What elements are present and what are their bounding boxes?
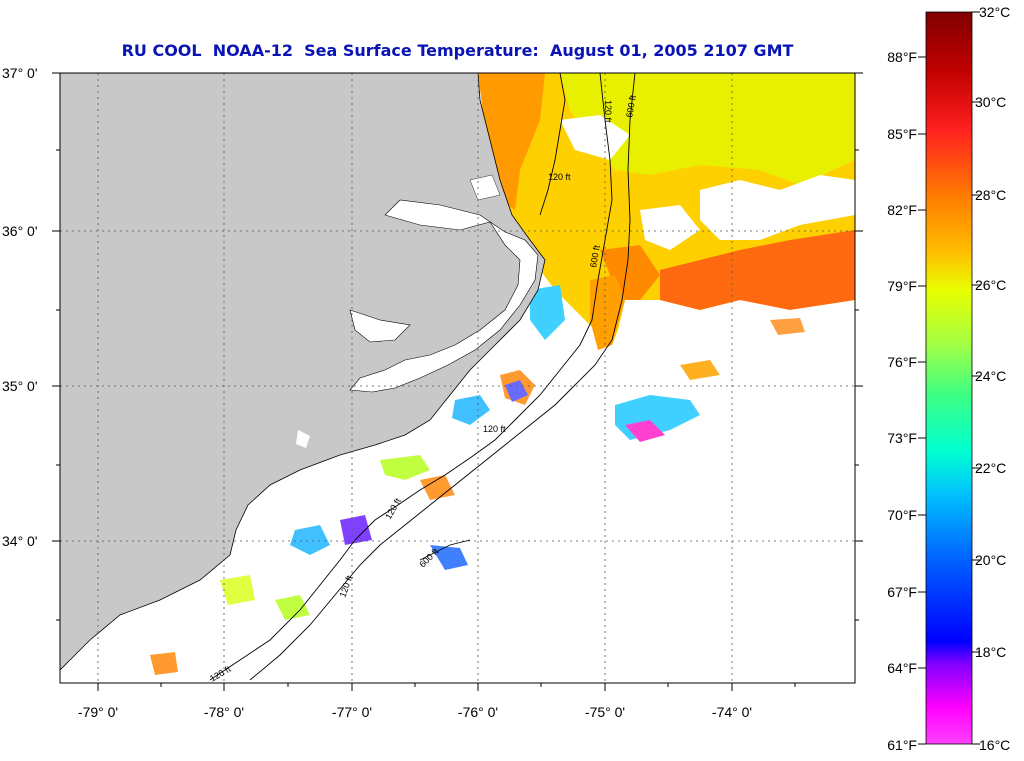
celsius-label: 18°C	[975, 644, 1006, 660]
map-title: RU COOL NOAA-12 Sea Surface Temperature:…	[121, 41, 794, 60]
lon-label: -78° 0'	[204, 704, 244, 720]
lat-label: 36° 0'	[2, 223, 38, 239]
fahrenheit-label: 70°F	[887, 507, 917, 523]
fahrenheit-label: 67°F	[887, 584, 917, 600]
lon-label: -75° 0'	[585, 704, 625, 720]
bathymetry-contours	[209, 73, 636, 681]
fahrenheit-label: 61°F	[887, 737, 917, 753]
fahrenheit-label: 82°F	[887, 202, 917, 218]
lat-label: 34° 0'	[2, 533, 38, 549]
fahrenheit-label: 76°F	[887, 354, 917, 370]
lon-label: -74° 0'	[712, 704, 752, 720]
celsius-label: 26°C	[975, 277, 1006, 293]
color-scale-bar	[918, 11, 980, 745]
fahrenheit-label: 85°F	[887, 126, 917, 142]
fahrenheit-label: 64°F	[887, 660, 917, 676]
contour-label: 120 ft	[483, 424, 506, 434]
celsius-label: 28°C	[975, 187, 1006, 203]
contour-label: 120 ft	[603, 100, 613, 123]
fahrenheit-label: 88°F	[887, 49, 917, 65]
lat-label: 37° 0'	[2, 65, 38, 81]
fahrenheit-label: 79°F	[887, 278, 917, 294]
celsius-label: 16°C	[979, 737, 1010, 753]
celsius-label: 24°C	[975, 368, 1006, 384]
contour-label: 120 ft	[548, 172, 571, 182]
lon-label: -77° 0'	[332, 704, 372, 720]
graticule	[60, 73, 855, 683]
celsius-label: 20°C	[975, 552, 1006, 568]
celsius-label: 22°C	[975, 460, 1006, 476]
celsius-label: 32°C	[979, 4, 1010, 20]
contour-label: 600 ft	[588, 244, 602, 268]
celsius-label: 30°C	[975, 94, 1006, 110]
lat-label: 35° 0'	[2, 378, 38, 394]
axis-ticks	[52, 72, 863, 691]
fahrenheit-label: 73°F	[887, 430, 917, 446]
contour-label: 600 ft	[624, 94, 638, 118]
lon-label: -79° 0'	[78, 704, 118, 720]
lon-label: -76° 0'	[458, 704, 498, 720]
